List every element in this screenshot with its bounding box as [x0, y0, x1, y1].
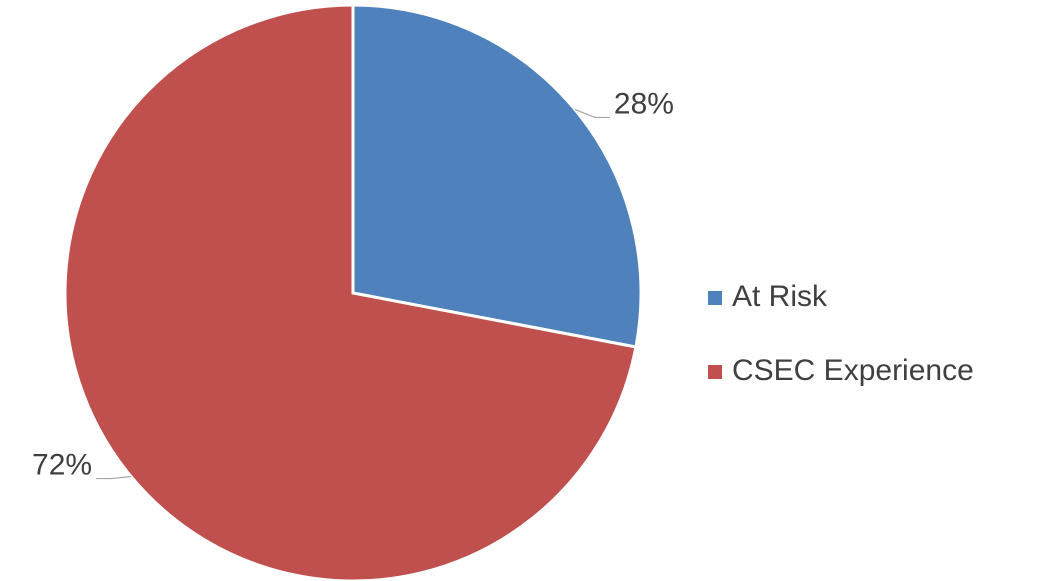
legend-label: CSEC Experience — [732, 354, 974, 387]
pie-slice — [63, 3, 638, 581]
data-label: 72% — [32, 448, 92, 481]
leader-line — [96, 475, 132, 480]
legend-label: At Risk — [732, 280, 828, 313]
data-label: 28% — [614, 87, 674, 120]
leader-line — [574, 108, 610, 119]
pie-slice — [351, 3, 643, 349]
legend-swatch — [708, 365, 722, 379]
legend-swatch — [708, 291, 722, 305]
